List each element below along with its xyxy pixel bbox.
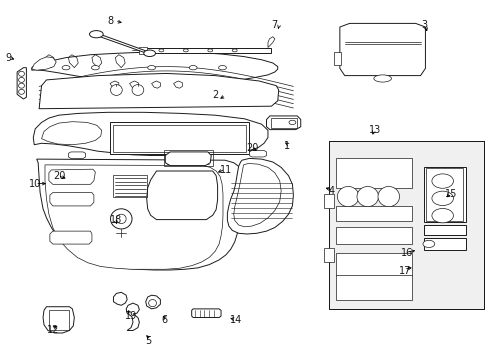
Ellipse shape bbox=[183, 49, 188, 52]
Ellipse shape bbox=[19, 83, 24, 88]
Polygon shape bbox=[267, 37, 274, 48]
Text: 20: 20 bbox=[53, 171, 65, 181]
Bar bbox=[335, 227, 411, 244]
Ellipse shape bbox=[356, 186, 378, 207]
Ellipse shape bbox=[132, 85, 143, 95]
Polygon shape bbox=[339, 23, 425, 76]
Ellipse shape bbox=[337, 186, 358, 207]
Polygon shape bbox=[145, 295, 160, 309]
Bar bbox=[335, 206, 411, 221]
Polygon shape bbox=[165, 152, 211, 166]
Ellipse shape bbox=[89, 31, 103, 38]
Ellipse shape bbox=[110, 85, 122, 95]
Bar bbox=[51, 173, 71, 183]
Ellipse shape bbox=[189, 66, 197, 70]
Ellipse shape bbox=[377, 186, 399, 207]
Text: 5: 5 bbox=[144, 336, 151, 346]
Text: 4: 4 bbox=[328, 186, 334, 196]
Bar bbox=[335, 253, 411, 276]
Bar bbox=[139, 47, 146, 54]
Polygon shape bbox=[227, 158, 293, 234]
Ellipse shape bbox=[159, 49, 163, 52]
Text: 16: 16 bbox=[400, 248, 412, 258]
Text: 18: 18 bbox=[109, 215, 122, 225]
Polygon shape bbox=[41, 122, 102, 145]
Ellipse shape bbox=[232, 49, 237, 52]
Polygon shape bbox=[32, 52, 277, 84]
Bar bbox=[328, 141, 483, 309]
Ellipse shape bbox=[422, 240, 434, 247]
Bar bbox=[335, 275, 411, 300]
Text: 11: 11 bbox=[220, 165, 232, 175]
Text: 13: 13 bbox=[368, 125, 381, 135]
Polygon shape bbox=[249, 150, 266, 157]
Text: 8: 8 bbox=[107, 16, 114, 26]
Polygon shape bbox=[126, 303, 139, 330]
Text: 15: 15 bbox=[444, 189, 456, 199]
Ellipse shape bbox=[19, 77, 24, 82]
Bar bbox=[323, 248, 334, 262]
Ellipse shape bbox=[147, 66, 155, 70]
Bar bbox=[113, 175, 146, 197]
Text: 14: 14 bbox=[229, 315, 242, 325]
Polygon shape bbox=[45, 165, 223, 269]
Ellipse shape bbox=[62, 66, 70, 70]
Ellipse shape bbox=[431, 191, 452, 206]
Polygon shape bbox=[144, 48, 271, 53]
Ellipse shape bbox=[19, 89, 24, 94]
Bar bbox=[328, 141, 483, 309]
Text: 2: 2 bbox=[212, 90, 219, 100]
Text: 1: 1 bbox=[283, 141, 289, 151]
Ellipse shape bbox=[143, 50, 155, 57]
Bar bbox=[423, 225, 465, 235]
Polygon shape bbox=[191, 309, 221, 318]
Bar bbox=[113, 125, 246, 152]
Text: 19: 19 bbox=[125, 311, 137, 321]
Bar bbox=[423, 238, 465, 250]
Ellipse shape bbox=[431, 208, 452, 223]
Polygon shape bbox=[50, 231, 92, 244]
Polygon shape bbox=[49, 169, 95, 184]
Polygon shape bbox=[68, 152, 85, 158]
Polygon shape bbox=[33, 112, 267, 156]
Polygon shape bbox=[32, 57, 56, 70]
Polygon shape bbox=[146, 171, 217, 220]
Text: 10: 10 bbox=[29, 179, 41, 189]
Polygon shape bbox=[50, 193, 94, 206]
Ellipse shape bbox=[91, 66, 99, 70]
Polygon shape bbox=[93, 34, 152, 53]
Bar bbox=[163, 150, 212, 166]
Text: 12: 12 bbox=[46, 325, 59, 336]
Text: 17: 17 bbox=[398, 266, 410, 276]
Ellipse shape bbox=[218, 66, 226, 70]
Polygon shape bbox=[113, 292, 127, 305]
Text: 7: 7 bbox=[270, 20, 277, 30]
Polygon shape bbox=[17, 68, 26, 99]
Bar bbox=[271, 118, 296, 128]
Bar bbox=[333, 52, 341, 65]
Ellipse shape bbox=[207, 49, 212, 52]
Text: 6: 6 bbox=[161, 315, 167, 325]
Ellipse shape bbox=[19, 71, 24, 76]
Ellipse shape bbox=[110, 209, 132, 229]
Polygon shape bbox=[43, 307, 74, 333]
Polygon shape bbox=[48, 171, 74, 184]
Bar bbox=[423, 167, 465, 222]
Polygon shape bbox=[37, 159, 243, 270]
Bar bbox=[323, 194, 334, 208]
Ellipse shape bbox=[373, 75, 390, 82]
Bar bbox=[49, 310, 69, 330]
Bar bbox=[426, 168, 462, 221]
Bar bbox=[335, 158, 411, 188]
Ellipse shape bbox=[431, 174, 452, 188]
Text: 9: 9 bbox=[5, 53, 11, 63]
Polygon shape bbox=[39, 73, 278, 109]
Bar bbox=[110, 122, 249, 154]
Polygon shape bbox=[266, 116, 300, 130]
Text: 3: 3 bbox=[421, 20, 427, 30]
Text: 20: 20 bbox=[246, 143, 258, 153]
